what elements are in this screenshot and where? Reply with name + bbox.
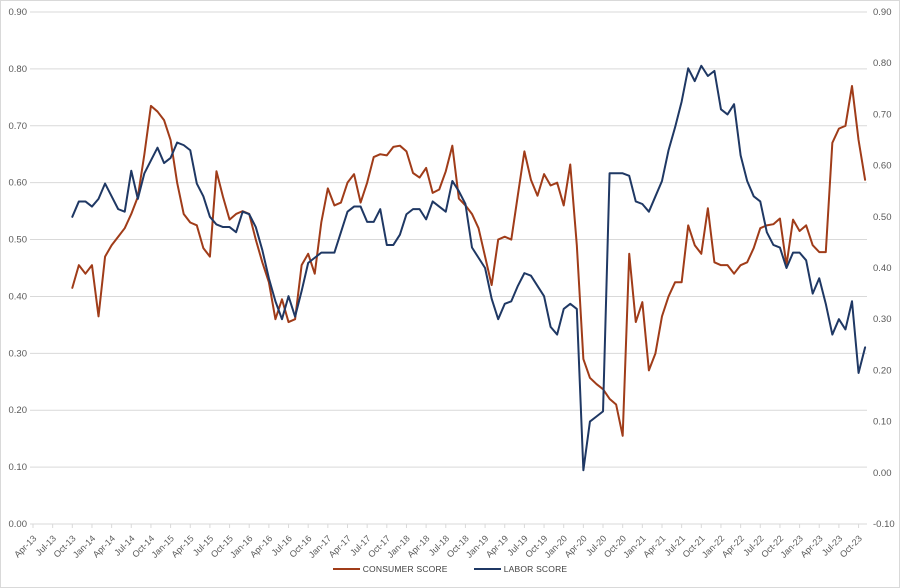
y-axis-left-tick-label: 0.30: [9, 348, 28, 359]
y-axis-left-tick-label: 0.60: [9, 178, 28, 189]
y-axis-right-tick-label: -0.10: [873, 519, 895, 530]
x-axis-tick-label: Apr-13: [12, 533, 38, 559]
y-axis-left-tick-label: 0.40: [9, 291, 28, 302]
x-axis-tick-label: Oct-23: [838, 533, 864, 559]
y-axis-left-tick-label: 0.80: [9, 64, 28, 75]
y-axis-right-tick-label: 0.80: [873, 58, 892, 69]
x-axis-tick-label: Apr-19: [484, 533, 510, 559]
x-axis-tick-label: Apr-21: [641, 533, 667, 559]
legend-line-consumer: [332, 568, 360, 570]
legend-label-labor: LABOR SCORE: [503, 564, 568, 574]
legend-label-consumer: CONSUMER SCORE: [362, 564, 448, 574]
y-axis-right-tick-label: 0.40: [873, 263, 892, 274]
y-axis-right-tick-label: 0.90: [873, 7, 892, 18]
y-axis-right-tick-label: 0.20: [873, 365, 892, 376]
y-axis-right-tick-label: 0.10: [873, 417, 892, 428]
x-axis-tick-label: Apr-20: [563, 533, 589, 559]
y-axis-right-tick-label: 0.00: [873, 468, 892, 479]
y-axis-right-tick-label: 0.50: [873, 212, 892, 223]
labor-score-line: [71, 64, 867, 472]
x-axis-tick-label: Apr-15: [169, 533, 195, 559]
y-axis-left-tick-label: 0.50: [9, 235, 28, 246]
y-axis-left-tick-label: 0.70: [9, 121, 28, 132]
x-axis-tick-label: Apr-17: [327, 533, 353, 559]
x-axis-tick-label: Apr-23: [798, 533, 824, 559]
y-axis-right-tick-label: 0.30: [873, 314, 892, 325]
legend-item-consumer: CONSUMER SCORE: [332, 564, 448, 574]
y-axis-left-tick-label: 0.00: [9, 519, 28, 530]
x-axis-tick-label: Apr-18: [405, 533, 431, 559]
chart-legend: CONSUMER SCORE LABOR SCORE: [1, 564, 899, 574]
consumer-score-line: [71, 84, 867, 437]
y-axis-left-tick-label: 0.10: [9, 462, 28, 473]
y-axis-left-tick-label: 0.90: [9, 7, 28, 18]
x-axis-tick-label: Apr-16: [248, 533, 274, 559]
legend-item-labor: LABOR SCORE: [473, 564, 568, 574]
y-axis-right-tick-label: 0.60: [873, 161, 892, 172]
y-axis-left-tick-label: 0.20: [9, 405, 28, 416]
legend-line-labor: [473, 568, 501, 570]
x-axis-tick-label: Apr-22: [720, 533, 746, 559]
y-axis-right-tick-label: 0.70: [873, 109, 892, 120]
x-axis-tick-label: Apr-14: [91, 533, 117, 559]
